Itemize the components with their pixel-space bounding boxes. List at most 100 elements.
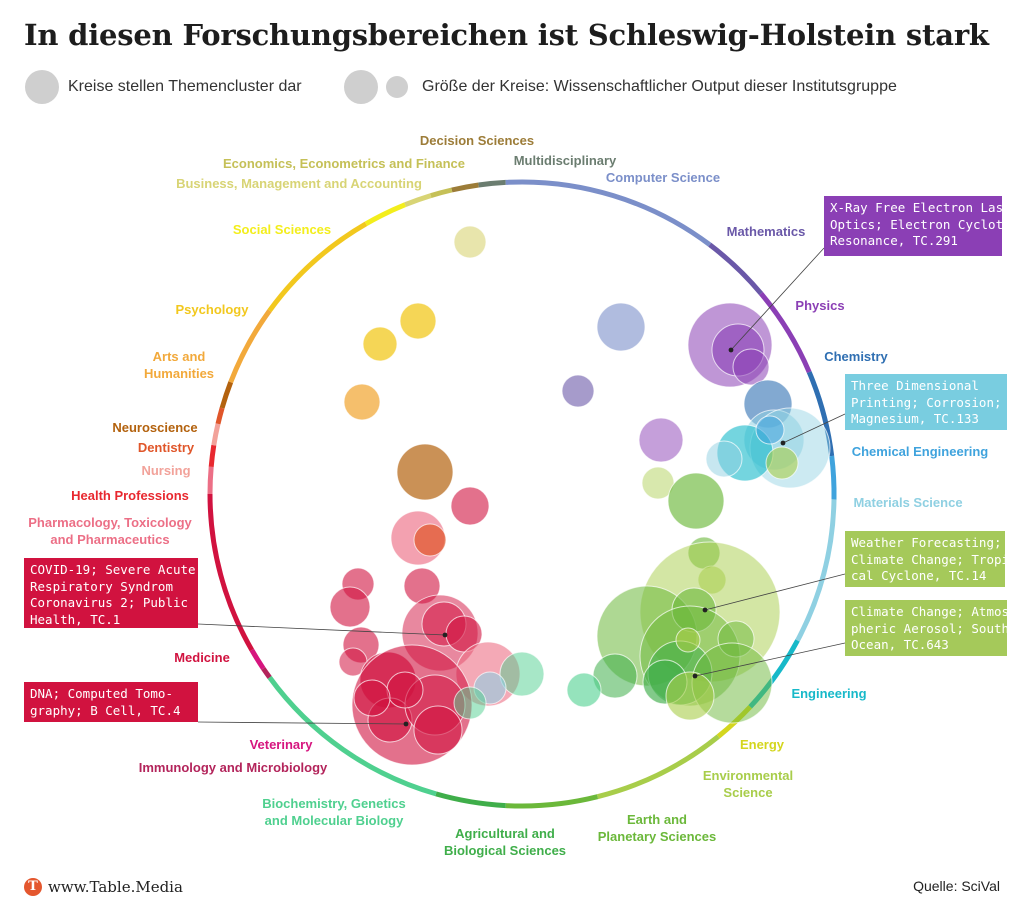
cluster-bubble: [566, 672, 602, 708]
cluster-bubble: [386, 671, 424, 709]
ring-arc-agricultural-and-biological-sciences: [435, 791, 506, 809]
cluster-bubble: [362, 326, 398, 362]
cluster-bubble: [638, 417, 684, 463]
ring-arc-multidisciplinary: [478, 179, 506, 188]
source-note: Quelle: SciVal: [913, 878, 1000, 894]
callout-box: DNA; Computed Tomo- graphy; B Cell, TC.4: [24, 682, 198, 722]
callout-target-dot: [403, 721, 409, 727]
area-label-psychology: Psychology: [176, 302, 250, 317]
area-label-arts-and-humanities: Arts and Humanities: [144, 349, 214, 381]
callout-box: Weather Forecasting; Climate Change; Tro…: [845, 531, 1017, 587]
area-label-chemical-engineering: Chemical Engineering: [852, 444, 989, 459]
ring-arc-pharmacology-toxicology-and-pharmaceutics: [207, 466, 214, 495]
area-label-environmental-science: Environmental Science: [703, 768, 793, 800]
area-label-dentistry: Dentistry: [138, 440, 195, 455]
cluster-bubble: [399, 302, 437, 340]
cluster-bubble: [453, 686, 487, 720]
callout-leader-line: [197, 623, 446, 636]
ring-arc-medicine: [207, 493, 254, 652]
area-label-energy: Energy: [740, 737, 785, 752]
legend-item-clusters: Kreise stellen Themencluster dar: [68, 78, 302, 95]
cluster-bubble: [453, 225, 487, 259]
callout-box: X-Ray Free Electron Laser; Optics; Elect…: [824, 196, 1024, 256]
ring-arc-social-sciences: [364, 202, 407, 226]
page-title: In diesen Forschungsbereichen ist Schles…: [24, 18, 989, 52]
cluster-bubble: [329, 586, 371, 628]
legend: Kreise stellen Themencluster dar Größe d…: [0, 70, 1024, 106]
ring-arc-dentistry: [215, 407, 225, 425]
cluster-bubble: [413, 523, 447, 557]
callout-leader-line: [197, 721, 407, 725]
area-label-agricultural-and-biological-sciences: Agricultural and Biological Sciences: [444, 826, 566, 858]
callout-target-dot: [728, 347, 734, 353]
area-label-economics-econometrics-and-finance: Economics, Econometrics and Finance: [223, 156, 465, 171]
area-label-health-professions: Health Professions: [71, 488, 189, 503]
cluster-bubble: [667, 472, 725, 530]
area-label-engineering: Engineering: [791, 686, 866, 701]
area-label-multidisciplinary: Multidisciplinary: [514, 153, 617, 168]
ring-arc-arts-and-humanities: [228, 309, 272, 384]
callout-lines: [197, 247, 846, 727]
cluster-bubble: [732, 348, 770, 386]
ring-arc-decision-sciences: [451, 182, 479, 193]
area-label-mathematics: Mathematics: [727, 224, 806, 239]
ring-arc-health-professions: [208, 444, 217, 468]
cluster-bubble: [353, 679, 391, 717]
area-label-materials-science: Materials Science: [853, 495, 962, 510]
cluster-bubble: [499, 651, 545, 697]
ring-arc-economics-econometrics-and-finance: [430, 187, 453, 198]
cluster-bubble: [675, 627, 701, 653]
footer-url: www.Table.Media: [48, 878, 183, 896]
ring-arc-environmental-science: [596, 734, 720, 800]
legend-item-size: Größe der Kreise: Wissenschaftlicher Out…: [422, 78, 897, 95]
legend-small-circle-icon: [386, 76, 408, 98]
callout-box: COVID-19; Severe Acute Respiratory Syndr…: [24, 558, 198, 628]
callout-leader-line: [782, 413, 846, 444]
cluster-bubble: [450, 486, 490, 526]
ring-arc-immunology-and-microbiology: [261, 667, 272, 679]
ring-arc-earth-and-planetary-sciences: [505, 794, 599, 809]
callout-target-dot: [780, 440, 786, 446]
callout-target-dot: [702, 607, 708, 613]
ring-arc-chemical-engineering: [829, 455, 837, 500]
ring-arc-veterinary: [249, 648, 266, 670]
callout-leader-line: [730, 247, 825, 351]
area-label-pharmacology-toxicology-and-pharmaceutics: Pharmacology, Toxicology and Pharmaceutic…: [28, 515, 192, 547]
area-label-chemistry: Chemistry: [824, 349, 888, 364]
ring-arc-computer-science: [505, 179, 712, 247]
bubble-group: [329, 225, 831, 766]
ring-arc-physics: [759, 291, 812, 374]
ring-arc-business-management-and-accounting: [404, 193, 432, 208]
ring-arc-neuroscience: [219, 381, 234, 409]
callout-leader-line: [694, 642, 846, 677]
ring-arc-mathematics: [708, 242, 763, 296]
ring-arc-chemistry: [806, 371, 835, 457]
cluster-bubble: [665, 671, 715, 721]
area-label-veterinary: Veterinary: [250, 737, 314, 752]
area-label-physics: Physics: [795, 298, 844, 313]
callout-box: Climate Change; Atmos- pheric Aerosol; S…: [845, 600, 1024, 656]
area-label-nursing: Nursing: [141, 463, 190, 478]
cluster-bubble: [561, 374, 595, 408]
area-label-business-management-and-accounting: Business, Management and Accounting: [176, 176, 422, 191]
cluster-bubble: [755, 415, 785, 445]
legend-large-circle-icon: [344, 70, 378, 104]
area-label-immunology-and-microbiology: Immunology and Microbiology: [139, 760, 328, 775]
cluster-bubble: [413, 705, 463, 755]
cluster-bubble: [343, 383, 381, 421]
cluster-bubble: [596, 302, 646, 352]
area-label-medicine: Medicine: [174, 650, 230, 665]
callout-target-dot: [692, 673, 698, 679]
area-label-social-sciences: Social Sciences: [233, 222, 331, 237]
ring-arc-nursing: [211, 423, 221, 446]
area-label-biochemistry-genetics-and-molecular-biology: Biochemistry, Genetics and Molecular Biol…: [262, 796, 406, 828]
area-label-decision-sciences: Decision Sciences: [420, 133, 534, 148]
area-label-earth-and-planetary-sciences: Earth and Planetary Sciences: [598, 812, 717, 844]
table-media-logo-icon: T: [24, 878, 42, 896]
area-label-computer-science: Computer Science: [606, 170, 720, 185]
area-labels: Decision Sciences Multidisciplinary Comput…: [28, 133, 988, 858]
cluster-bubble: [396, 443, 454, 501]
ring-arc-psychology: [267, 221, 368, 313]
callout-box: Three Dimensional Printing; Corrosion; M…: [845, 374, 1007, 430]
